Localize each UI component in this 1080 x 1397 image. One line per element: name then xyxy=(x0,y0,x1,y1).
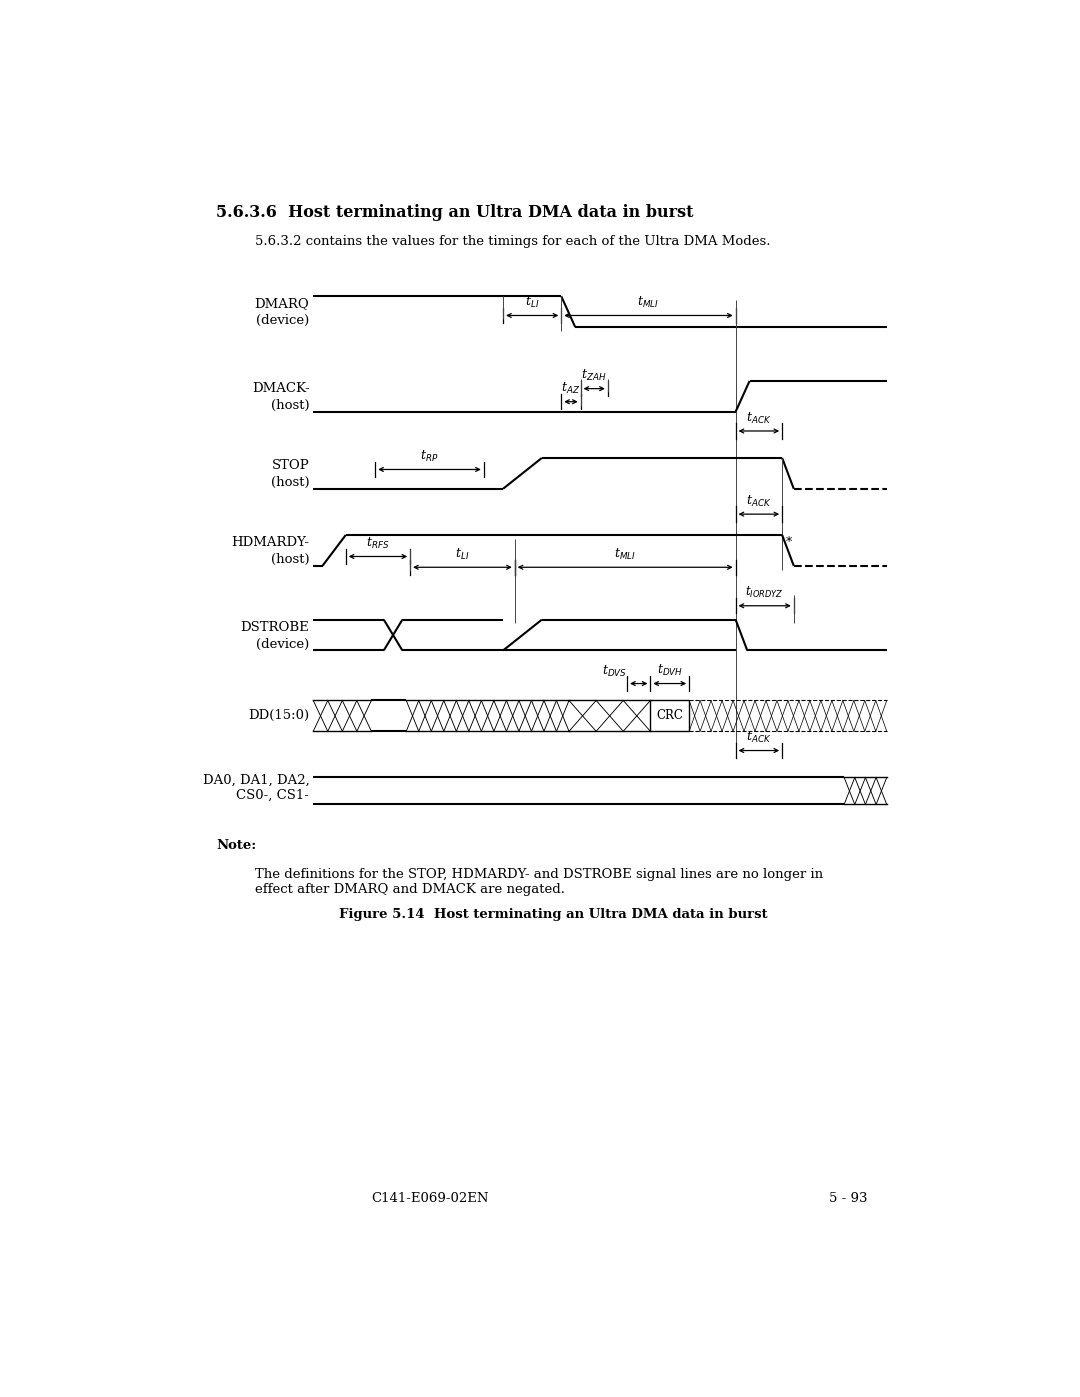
Text: DMARQ: DMARQ xyxy=(255,298,309,310)
Text: CS0-, CS1-: CS0-, CS1- xyxy=(237,789,309,802)
Text: t$_{MLI}$: t$_{MLI}$ xyxy=(615,546,636,562)
Text: t$_{ZAH}$: t$_{ZAH}$ xyxy=(581,369,607,383)
Text: DSTROBE: DSTROBE xyxy=(241,620,309,634)
Text: t$_{LI}$: t$_{LI}$ xyxy=(525,295,539,310)
Text: t$_{ACK}$: t$_{ACK}$ xyxy=(746,411,771,426)
Text: (host): (host) xyxy=(271,553,309,566)
Text: The definitions for the STOP, HDMARDY- and DSTROBE signal lines are no longer in: The definitions for the STOP, HDMARDY- a… xyxy=(255,869,823,897)
Text: *: * xyxy=(786,536,793,549)
Text: Note:: Note: xyxy=(216,840,257,852)
Text: t$_{RP}$: t$_{RP}$ xyxy=(420,448,438,464)
Text: (device): (device) xyxy=(256,314,309,327)
Text: t$_{ACK}$: t$_{ACK}$ xyxy=(746,731,771,745)
Text: C141-E069-02EN: C141-E069-02EN xyxy=(370,1192,488,1204)
Text: DD(15:0): DD(15:0) xyxy=(248,710,309,722)
Text: t$_{AZ}$: t$_{AZ}$ xyxy=(562,381,581,397)
Text: t$_{ACK}$: t$_{ACK}$ xyxy=(746,493,771,509)
Text: CRC: CRC xyxy=(657,710,684,722)
Text: t$_{MLI}$: t$_{MLI}$ xyxy=(637,295,660,310)
Text: (device): (device) xyxy=(256,638,309,651)
Text: t$_{IORDYZ}$: t$_{IORDYZ}$ xyxy=(745,585,784,601)
Text: t$_{DVH}$: t$_{DVH}$ xyxy=(657,664,683,678)
Text: t$_{DVS}$: t$_{DVS}$ xyxy=(602,664,627,679)
Text: HDMARDY-: HDMARDY- xyxy=(231,536,309,549)
Text: Figure 5.14  Host terminating an Ultra DMA data in burst: Figure 5.14 Host terminating an Ultra DM… xyxy=(339,908,768,922)
Text: 5 - 93: 5 - 93 xyxy=(828,1192,867,1204)
Text: 5.6.3.6  Host terminating an Ultra DMA data in burst: 5.6.3.6 Host terminating an Ultra DMA da… xyxy=(216,204,693,221)
Text: t$_{LI}$: t$_{LI}$ xyxy=(456,546,470,562)
Text: 5.6.3.2 contains the values for the timings for each of the Ultra DMA Modes.: 5.6.3.2 contains the values for the timi… xyxy=(255,235,771,247)
Text: (host): (host) xyxy=(271,400,309,412)
Text: (host): (host) xyxy=(271,476,309,489)
Bar xyxy=(650,700,689,731)
Text: DMACK-: DMACK- xyxy=(252,383,309,395)
Text: t$_{RFS}$: t$_{RFS}$ xyxy=(366,536,390,550)
Text: STOP: STOP xyxy=(272,460,309,472)
Text: DA0, DA1, DA2,: DA0, DA1, DA2, xyxy=(203,774,309,787)
